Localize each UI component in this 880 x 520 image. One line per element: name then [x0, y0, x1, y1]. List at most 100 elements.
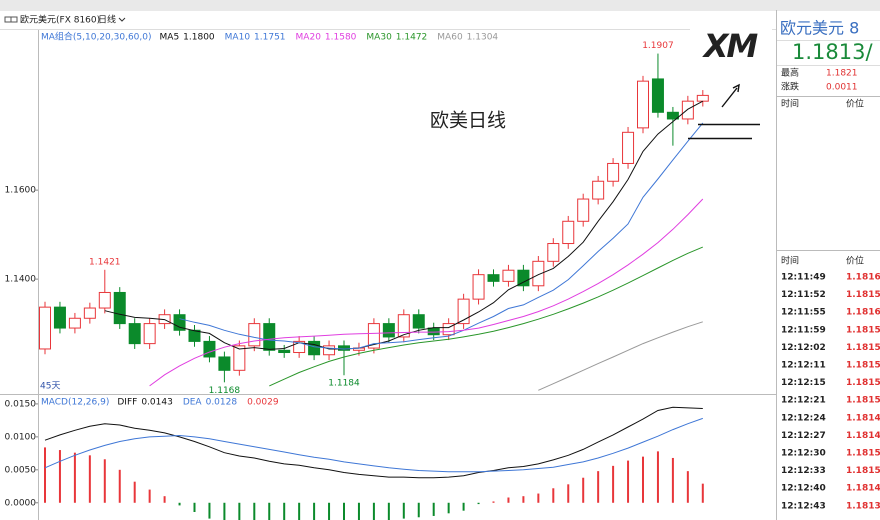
candle-body — [233, 345, 246, 371]
macd-bar — [432, 502, 435, 516]
detail-header: 价位 — [846, 98, 864, 110]
extreme-label: 1.1421 — [89, 257, 121, 267]
trade-price: 1.1814 — [846, 413, 880, 423]
macd-bar — [178, 502, 181, 506]
macd-bar — [656, 451, 659, 503]
candle-body — [577, 198, 590, 222]
extreme-label: 1.1168 — [209, 386, 241, 396]
trade-time: 12:12:15 — [781, 378, 826, 388]
candle-body — [607, 162, 620, 182]
macd-bar — [238, 502, 241, 520]
macd-bar — [372, 502, 375, 520]
change-value: 0.0011 — [826, 83, 858, 93]
candle-body — [412, 314, 425, 329]
candle-body — [53, 306, 66, 329]
trade-price: 1.1815 — [846, 466, 880, 476]
candle-body — [592, 180, 605, 200]
candle-body — [68, 317, 81, 329]
candle-body — [457, 298, 470, 325]
macd-bar — [582, 477, 585, 503]
trade-price: 1.1815 — [846, 343, 880, 353]
candle-body — [397, 314, 410, 338]
trades-list: 12:11:49 1.1816 12:11:52 1.1815 12:11:55 1.18… — [781, 273, 880, 512]
macd-bar — [298, 502, 301, 520]
macd-bar — [597, 471, 600, 503]
macd-bar — [253, 502, 256, 520]
ma-line — [538, 321, 703, 391]
y-tick-label: 0.0050 — [5, 465, 37, 475]
macd-bar — [148, 489, 151, 503]
macd-bar — [522, 496, 525, 503]
candle-body — [338, 345, 350, 351]
macd-bar — [537, 493, 540, 503]
window-icon — [10, 16, 18, 23]
candle-body — [308, 340, 321, 356]
candle-body — [188, 329, 201, 342]
macd-bar — [357, 502, 360, 520]
macd-bar — [402, 502, 405, 519]
macd-bar — [313, 502, 316, 520]
legend-name: MA20 — [296, 33, 322, 43]
ma-line — [149, 198, 704, 387]
legend-title: MACD(12,26,9) — [41, 398, 109, 408]
candle-body — [382, 323, 395, 338]
chart-labels: 1.1600 1.1400 1.1421 1.1168 1.1184 1.1907 MA组合… — [5, 31, 674, 509]
candle-body — [113, 291, 126, 325]
candle-body — [263, 323, 276, 351]
trades-header: 时间 — [781, 255, 799, 267]
candle-body — [502, 269, 515, 282]
candle-body — [427, 327, 440, 336]
legend-value: 1.1304 — [467, 33, 499, 43]
trade-price: 1.1816 — [846, 308, 880, 318]
candle-body — [39, 306, 51, 350]
high-value: 1.1821 — [826, 69, 858, 79]
legend-value: 0.0128 — [206, 398, 238, 408]
quote-price: 1.1813/ — [792, 40, 873, 64]
macd-bar — [118, 469, 121, 503]
candle-body — [696, 94, 709, 102]
candle-body — [218, 356, 231, 371]
macd-bar — [73, 452, 76, 503]
macd-bar — [328, 502, 331, 520]
macd-bar — [268, 502, 271, 520]
arrow-head — [732, 83, 740, 93]
extreme-label: 1.1907 — [642, 41, 674, 51]
candle-body — [517, 269, 530, 287]
candle-body — [83, 307, 96, 319]
y-tick-label: 0.0000 — [5, 498, 37, 508]
y-tick-label: 1.1600 — [5, 186, 37, 196]
candle-body — [651, 78, 664, 113]
trade-time: 12:11:52 — [781, 290, 826, 300]
macd-bar — [417, 502, 420, 518]
period-chevron[interactable] — [118, 17, 126, 22]
trade-price: 1.1813 — [846, 501, 880, 511]
ma-line — [269, 246, 703, 387]
period-label: 45天 — [40, 382, 60, 392]
macd-bar — [462, 502, 465, 511]
macd-bar — [477, 502, 480, 505]
candle-body — [637, 80, 649, 129]
macd-bar — [103, 459, 106, 503]
high-label: 最高 — [781, 67, 799, 79]
macd-plot — [44, 406, 704, 520]
macd-bar — [701, 483, 704, 503]
candle-body — [248, 323, 261, 347]
macd-bar — [612, 465, 615, 503]
legend-name: DIFF — [117, 398, 137, 408]
window-icon — [4, 16, 12, 23]
macd-bar — [552, 488, 555, 503]
macd-bar — [686, 471, 689, 503]
candle-body — [472, 274, 485, 300]
trade-price: 1.1815 — [846, 396, 880, 406]
candle-body — [487, 274, 500, 282]
extreme-label: 1.1184 — [328, 379, 360, 389]
top-strip — [0, 0, 880, 11]
price-plot — [39, 53, 709, 391]
candle-body — [278, 349, 291, 354]
logo: XM — [702, 27, 759, 65]
trade-price: 1.1814 — [846, 431, 880, 441]
period-selector[interactable]: 日线 — [98, 14, 116, 26]
trade-price: 1.1815 — [846, 290, 880, 300]
trade-price: 1.1814 — [846, 484, 880, 494]
